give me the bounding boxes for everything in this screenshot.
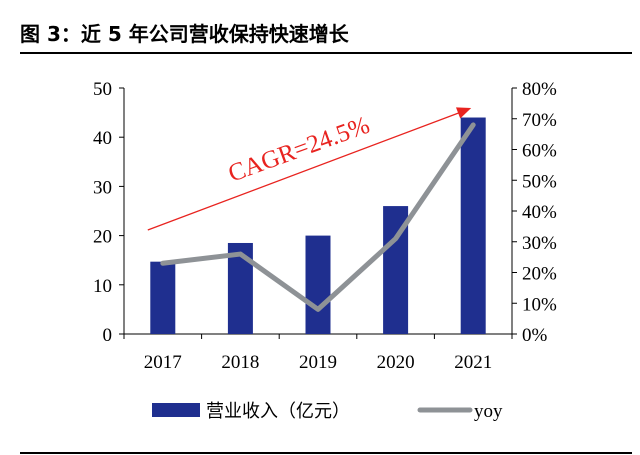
x-tick-label: 2017: [144, 352, 182, 373]
right-tick-label: 70%: [522, 110, 557, 131]
yoy-point: [471, 122, 476, 127]
right-tick-label: 50%: [522, 171, 557, 192]
legend-line-label: yoy: [474, 401, 503, 422]
left-tick-label: 0: [103, 325, 113, 346]
revenue-bar: [460, 117, 486, 335]
revenue-bar: [150, 261, 176, 334]
x-tick-label: 2021: [454, 352, 492, 373]
right-tick-label: 10%: [522, 294, 557, 315]
revenue-bar: [305, 235, 331, 334]
right-tick-label: 40%: [522, 202, 557, 223]
bottom-rule: [20, 452, 632, 454]
cagr-label: CAGR=24.5%: [225, 112, 373, 188]
left-tick-label: 40: [93, 128, 112, 149]
x-tick-label: 2018: [221, 352, 259, 373]
right-tick-label: 80%: [522, 79, 557, 100]
left-tick-label: 30: [93, 177, 112, 198]
top-rule: [20, 52, 632, 54]
right-tick-label: 60%: [522, 141, 557, 162]
yoy-point: [160, 261, 165, 266]
left-tick-label: 10: [93, 276, 112, 297]
figure-title: 图 3：近 5 年公司营收保持快速增长: [20, 22, 349, 46]
legend-bar-label: 营业收入（亿元）: [206, 401, 350, 421]
cagr-arrow-head: [455, 107, 472, 119]
right-tick-label: 30%: [522, 233, 557, 254]
yoy-point: [238, 252, 243, 257]
right-tick-label: 20%: [522, 264, 557, 285]
yoy-point: [316, 307, 320, 312]
cagr-arrow-line: [147, 111, 462, 231]
x-tick-label: 2019: [299, 352, 337, 373]
left-tick-label: 50: [93, 79, 112, 100]
right-tick-label: 0%: [522, 325, 548, 346]
legend-bar-swatch: [152, 403, 200, 417]
left-tick-label: 20: [93, 227, 112, 248]
yoy-point: [393, 236, 398, 241]
x-tick-label: 2020: [377, 352, 415, 373]
